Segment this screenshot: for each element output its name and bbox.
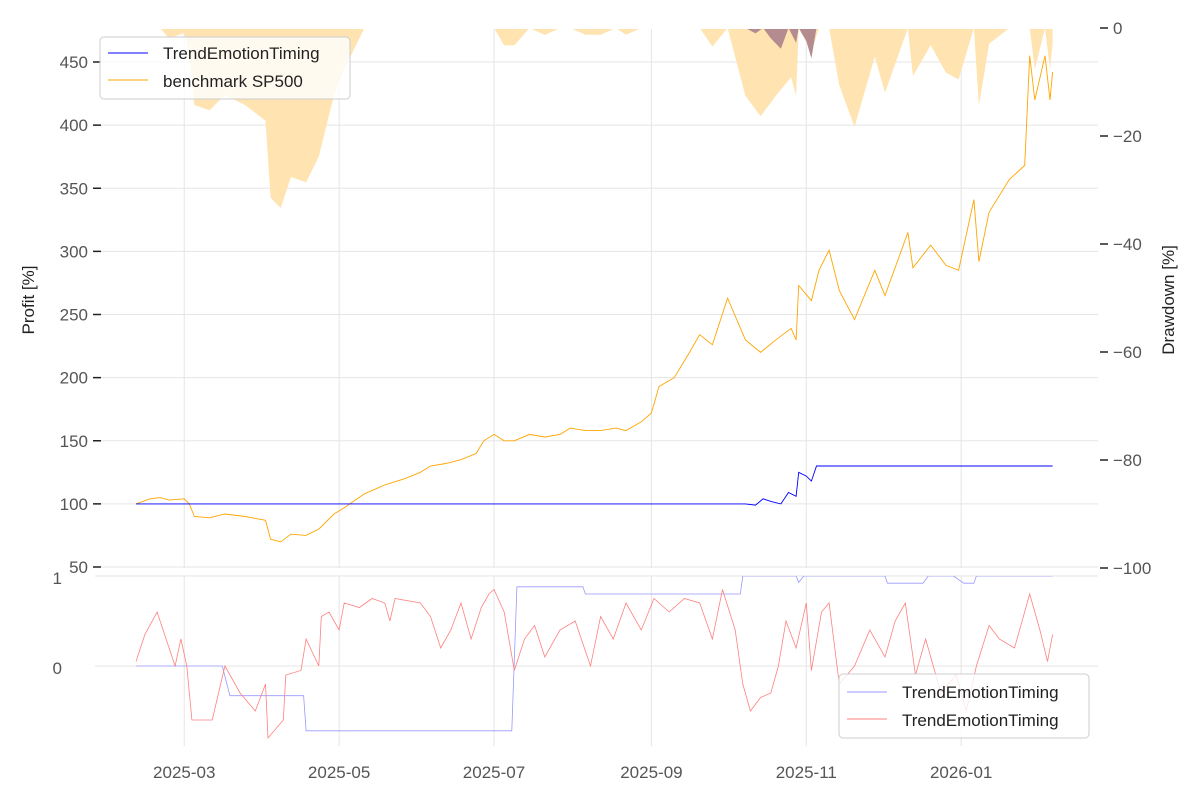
y-tick-label-bottom: 1 — [53, 569, 62, 588]
x-tick-label: 2025-11 — [776, 763, 837, 782]
benchmark-line — [135, 55, 1054, 543]
signal-line — [135, 588, 1053, 740]
axes: 2025-03 2025-05 2025-07 2025-09 2025-11 2026-… — [53, 19, 1152, 782]
x-tick-label: 2025-07 — [463, 763, 525, 782]
signal-lines — [135, 576, 1053, 740]
strategy-drawdown-area — [747, 29, 817, 59]
y-tick-label: 50 — [69, 558, 88, 577]
y2-tick-label: −60 — [1113, 343, 1142, 362]
x-tick-label: 2025-05 — [308, 763, 370, 782]
y-tick-label: 350 — [60, 179, 88, 198]
y-tick-label: 150 — [60, 432, 88, 451]
legend-label-benchmark: benchmark SP500 — [163, 72, 303, 91]
y-axis-label-drawdown: Drawdown [%] — [1159, 245, 1178, 355]
y-tick-label-bottom: 0 — [53, 659, 62, 678]
x-tick-label: 2026-01 — [930, 763, 992, 782]
y-tick-label: 400 — [60, 116, 88, 135]
y2-tick-label: −80 — [1113, 451, 1142, 470]
y-tick-label: 100 — [60, 495, 88, 514]
y-axis-label-profit: Profit [%] — [19, 266, 38, 335]
x-tick-label: 2025-09 — [620, 763, 682, 782]
position-line — [136, 576, 1053, 732]
profit-lines — [135, 55, 1054, 543]
y-tick-label: 450 — [60, 53, 88, 72]
y2-tick-label: 0 — [1113, 19, 1122, 38]
y2-tick-label: −100 — [1113, 559, 1151, 578]
y-tick-label: 200 — [60, 369, 88, 388]
strategy-line — [136, 465, 1053, 506]
y-tick-label: 250 — [60, 306, 88, 325]
y2-tick-label: −40 — [1113, 235, 1142, 254]
legend-bottom: TrendEmotionTiming TrendEmotionTiming — [838, 673, 1090, 739]
legend-label-strategy: TrendEmotionTiming — [163, 44, 320, 63]
x-tick-label: 2025-03 — [153, 763, 215, 782]
legend-top: TrendEmotionTiming benchmark SP500 — [99, 36, 351, 100]
y2-tick-label: −20 — [1113, 127, 1142, 146]
y-tick-label: 300 — [60, 242, 88, 261]
legend-label-position: TrendEmotionTiming — [902, 683, 1059, 702]
legend-label-signal: TrendEmotionTiming — [902, 711, 1059, 730]
